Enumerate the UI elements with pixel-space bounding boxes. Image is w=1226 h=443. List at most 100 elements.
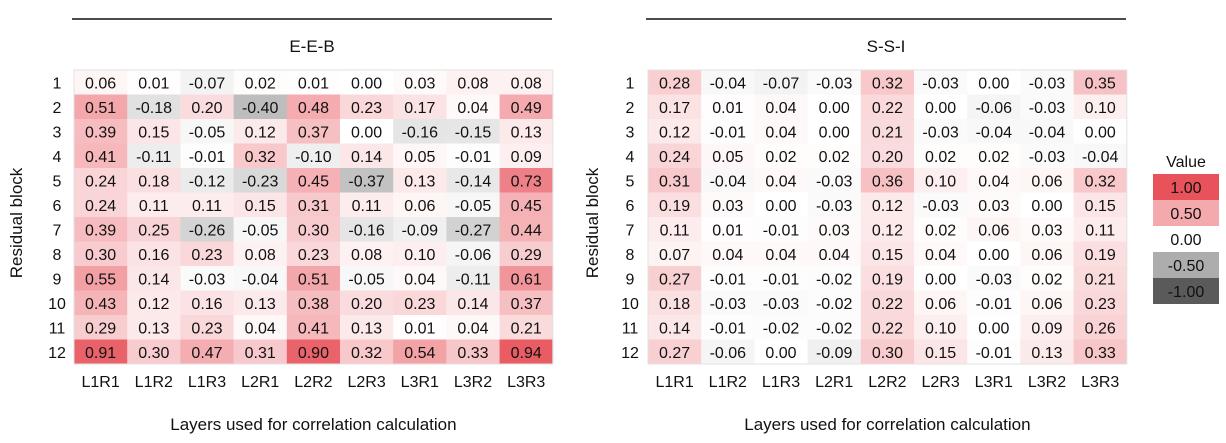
heatmap-frame (73, 69, 554, 365)
y-tick-label: 5 (626, 173, 635, 190)
cell-value-label: 0.19 (872, 271, 903, 288)
heatmap-cell-r12-l1r3 (180, 339, 234, 365)
heatmap-cell-r8-l2r1 (807, 241, 862, 267)
heatmap-cell-r5-l1r1 (648, 168, 702, 193)
cell-value-label: 0.61 (511, 271, 542, 288)
cell-value-label: 0.30 (872, 345, 903, 362)
heatmap-cell-r6-l1r3 (754, 192, 808, 218)
heatmap-cell-r9-l3r1 (393, 266, 447, 291)
cell-value-label: -0.16 (348, 222, 385, 239)
cell-value-label: 0.13 (138, 320, 169, 337)
heatmap-cell-r6-l1r3 (180, 192, 234, 218)
heatmap-cell-r5-l1r3 (180, 168, 234, 193)
cell-value-label: 0.17 (659, 100, 690, 117)
heatmap-cell-r5-l1r2 (701, 168, 755, 193)
cell-value-label: 0.37 (298, 124, 329, 141)
heatmap-cell-r2-l3r3 (499, 94, 554, 120)
cell-value-label: 0.29 (85, 320, 116, 337)
x-axis-label: Layers used for correlation calculation (744, 415, 1030, 434)
heatmap-cell-r6-l3r3 (499, 192, 554, 218)
y-axis-label: Residual block (7, 167, 26, 278)
heatmap-cell-r7-l3r3 (1073, 217, 1128, 242)
heatmap-cell-r12-l1r3 (754, 339, 808, 365)
cell-value-label: 0.51 (85, 100, 116, 117)
heatmap-cell-r2-l1r2 (701, 94, 755, 120)
cell-value-label: 0.00 (819, 124, 850, 141)
heatmap-cell-r5-l2r3 (914, 168, 968, 193)
heatmap-cell-r5-l3r3 (499, 168, 554, 193)
heatmap-cell-r1-l3r3 (1073, 70, 1128, 95)
cell-value-label: 0.31 (659, 173, 690, 190)
heatmap-cell-r1-l2r1 (807, 70, 862, 95)
heatmap-cell-r3-l3r1 (393, 119, 447, 144)
x-tick-label: L1R3 (188, 374, 226, 391)
cell-value-label: 0.04 (245, 320, 276, 337)
cell-value-label: -0.03 (816, 198, 853, 215)
heatmap-cell-r9-l3r3 (1073, 266, 1128, 291)
cell-value-label: -0.05 (455, 198, 492, 215)
cell-value-label: 0.12 (138, 296, 169, 313)
heatmap-cell-r1-l1r3 (754, 70, 808, 95)
cell-value-label: 0.41 (85, 149, 116, 166)
cell-value-label: -0.03 (816, 75, 853, 92)
cell-value-label: 0.90 (298, 345, 329, 362)
cell-value-label: 0.45 (298, 173, 329, 190)
panel-title: E-E-B (289, 37, 334, 56)
heatmap-cell-r3-l1r1 (648, 119, 702, 144)
cell-value-label: 0.02 (765, 149, 796, 166)
y-tick-label: 1 (626, 75, 635, 92)
heatmap-cell-r1-l3r1 (967, 70, 1021, 95)
heatmap-cell-r4-l1r3 (754, 143, 808, 169)
heatmap-cell-r11-l2r2 (286, 315, 341, 340)
cell-value-label: 0.02 (925, 149, 956, 166)
heatmap-cell-r4-l1r2 (701, 143, 755, 169)
heatmap-cell-r10-l3r3 (499, 290, 554, 316)
cell-value-label: 0.04 (765, 100, 796, 117)
cell-value-label: 0.00 (925, 100, 956, 117)
cell-value-label: 0.23 (404, 296, 435, 313)
cell-value-label: -0.23 (242, 173, 279, 190)
cell-value-label: -0.06 (976, 100, 1013, 117)
cell-value-label: 0.20 (191, 100, 222, 117)
cell-value-label: 0.19 (659, 198, 690, 215)
cell-value-label: 0.94 (511, 345, 542, 362)
heatmap-cell-r12-l2r1 (233, 339, 288, 365)
heatmap-cell-r7-l2r2 (860, 217, 915, 242)
y-tick-label: 11 (622, 320, 639, 337)
heatmap-cell-r4-l3r2 (446, 143, 500, 169)
x-tick-label: L3R1 (975, 374, 1013, 391)
cell-value-label: 0.04 (819, 247, 850, 264)
cell-value-label: 0.14 (659, 320, 690, 337)
heatmap-panel-s-s-i: S-S-I 0.28 -0.04 -0.07 -0.03 0.32 -0.03 0.00 -0.… (583, 18, 1128, 434)
cell-value-label: -0.02 (816, 296, 853, 313)
y-tick-label: 12 (621, 345, 639, 362)
cell-value-label: 0.00 (978, 320, 1009, 337)
x-tick-label: L2R2 (294, 374, 332, 391)
cell-value-label: 0.30 (298, 222, 329, 239)
legend-entry-label: 1.00 (1170, 180, 1201, 197)
heatmap-cell-r6-l3r1 (967, 192, 1021, 218)
heatmap-cell-r4-l1r3 (180, 143, 234, 169)
heatmap-cell-r12-l3r3 (499, 339, 554, 365)
cell-value-label: 0.01 (712, 100, 743, 117)
heatmap-cell-r10-l1r2 (701, 290, 755, 316)
heatmap-cell-r9-l1r1 (74, 266, 128, 291)
cell-value-label: -0.16 (402, 124, 439, 141)
cell-value-label: -0.09 (816, 345, 853, 362)
heatmap-cell-r1-l3r3 (499, 70, 554, 95)
legend-entry-label: 0.00 (1170, 232, 1201, 249)
cell-value-label: 0.03 (978, 198, 1009, 215)
cell-value-label: 0.24 (85, 198, 116, 215)
cell-value-label: 0.45 (511, 198, 542, 215)
cell-value-label: 0.55 (85, 271, 116, 288)
heatmap-cell-r3-l2r1 (233, 119, 288, 144)
cell-value-label: 0.35 (1085, 75, 1116, 92)
heatmap-cell-r2-l2r3 (914, 94, 968, 120)
heatmap-cell-r9-l3r1 (967, 266, 1021, 291)
heatmap-cell-r10-l2r1 (233, 290, 288, 316)
legend-swatch (1153, 174, 1219, 200)
heatmap-cell-r8-l2r2 (860, 241, 915, 267)
heatmap-cell-r11-l1r2 (127, 315, 181, 340)
heatmap-cell-r9-l1r1 (648, 266, 702, 291)
heatmap-cell-r3-l3r3 (499, 119, 554, 144)
